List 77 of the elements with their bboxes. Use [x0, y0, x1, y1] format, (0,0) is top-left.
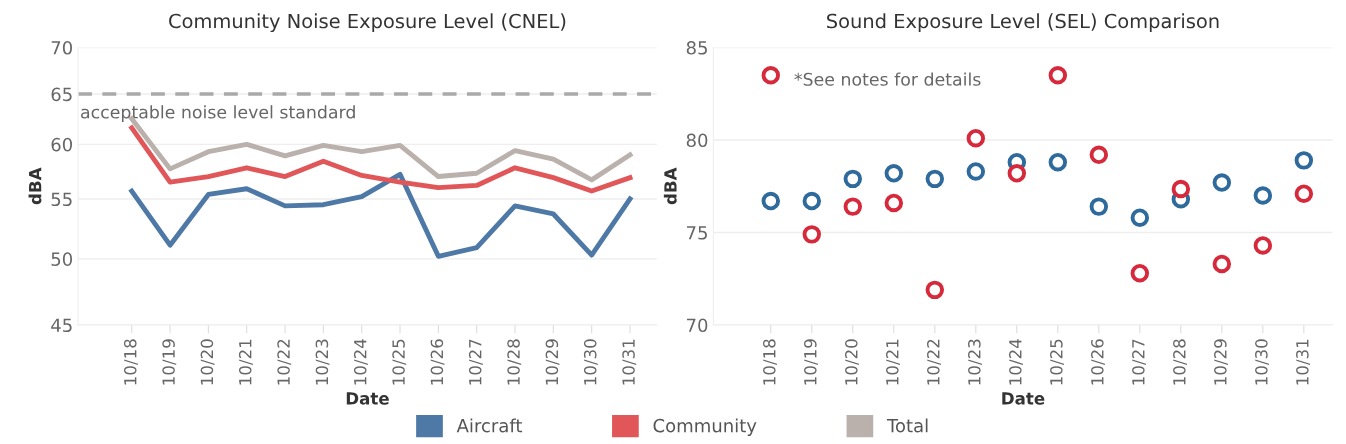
point	[843, 197, 863, 216]
legend-label: Total	[886, 418, 928, 433]
x-tick-label: 10/26	[1091, 339, 1105, 385]
x-tick-label: 10/24	[1009, 339, 1023, 385]
annotation: *See notes for details	[794, 72, 981, 86]
point	[1089, 197, 1109, 216]
point	[1294, 151, 1314, 170]
x-tick-label: 10/31	[622, 339, 637, 385]
x-tick-label: 10/27	[468, 339, 483, 385]
point	[843, 169, 863, 189]
x-tick-label: 10/29	[545, 339, 560, 385]
y-tick-label: 45	[51, 318, 72, 333]
x-tick-label: 10/20	[200, 339, 215, 385]
point	[1130, 208, 1150, 227]
point	[1212, 173, 1232, 192]
x-tick-label: 10/28	[1173, 339, 1187, 385]
x-tick-label: 10/25	[392, 339, 407, 385]
point	[1007, 164, 1027, 183]
x-tick-label: 10/29	[1214, 339, 1228, 385]
x-tick-label: 10/24	[353, 339, 368, 385]
point	[1171, 179, 1191, 199]
point	[884, 193, 904, 213]
point	[1253, 186, 1273, 205]
x-axis-title: Date	[1002, 392, 1045, 405]
point	[1253, 236, 1273, 255]
x-tick-label: 10/27	[1132, 339, 1146, 385]
ref-line-label: acceptable noise level standard	[81, 105, 355, 122]
point	[1294, 184, 1314, 203]
legend-label: Aircraft	[456, 418, 523, 433]
point	[802, 191, 822, 211]
y-axis-title: dBA	[28, 167, 42, 205]
x-tick-label: 10/18	[123, 339, 138, 385]
x-tick-label: 10/19	[162, 339, 177, 385]
y-tick-label: 60	[51, 137, 73, 152]
point	[1130, 263, 1150, 283]
point	[802, 225, 822, 244]
point	[1089, 145, 1109, 165]
point	[1048, 66, 1068, 85]
x-tick-label: 10/26	[430, 339, 445, 385]
point	[1212, 254, 1232, 274]
x-tick-label: 10/30	[1255, 339, 1269, 385]
line-series	[129, 125, 633, 194]
point	[925, 169, 945, 189]
point	[925, 280, 945, 300]
point	[966, 128, 986, 148]
y-tick-label: 70	[51, 40, 73, 55]
point	[884, 164, 904, 183]
y-tick-label: 65	[51, 87, 72, 102]
x-tick-label: 10/20	[845, 339, 859, 385]
y-tick-label: 70	[687, 318, 708, 333]
y-tick-label: 85	[686, 40, 707, 55]
y-tick-label: 50	[51, 252, 73, 266]
x-tick-label: 10/22	[277, 339, 292, 385]
x-tick-label: 10/23	[968, 339, 982, 385]
point	[1048, 152, 1068, 172]
x-tick-label: 10/30	[583, 339, 598, 385]
x-tick-label: 10/22	[927, 339, 941, 385]
point	[966, 162, 986, 181]
x-tick-label: 10/21	[238, 339, 253, 385]
point	[761, 66, 781, 85]
point	[761, 191, 781, 211]
x-axis-title: Date	[346, 392, 389, 405]
x-tick-label: 10/28	[507, 339, 522, 385]
chart-title: Sound Exposure Level (SEL) Comparison	[827, 13, 1219, 33]
x-tick-label: 10/19	[804, 339, 818, 385]
line-series	[129, 171, 633, 259]
y-tick-label: 55	[51, 192, 72, 207]
x-tick-label: 10/21	[886, 339, 900, 385]
y-tick-label: 80	[686, 133, 708, 148]
legend-label: Community	[653, 418, 757, 436]
y-tick-label: 75	[687, 226, 707, 240]
x-tick-label: 10/23	[315, 339, 330, 385]
chart-title: Community Noise Exposure Level (CNEL)	[169, 13, 566, 33]
y-axis-title: dBA	[663, 167, 677, 205]
x-tick-label: 10/31	[1296, 339, 1310, 385]
x-tick-label: 10/18	[763, 339, 777, 385]
x-tick-label: 10/25	[1050, 339, 1064, 385]
